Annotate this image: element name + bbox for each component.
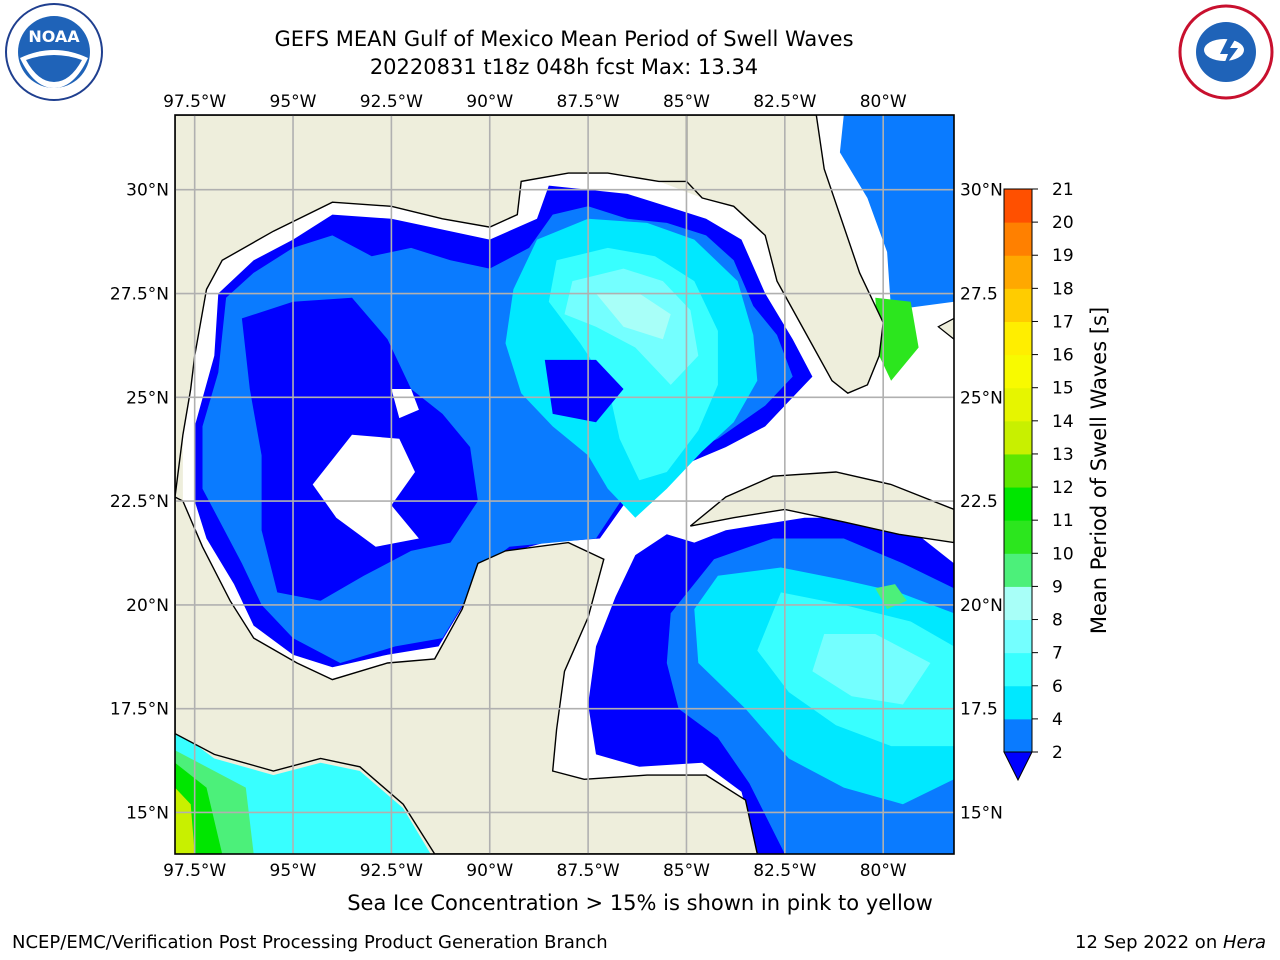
land-cuba xyxy=(689,471,954,544)
y-tick-right-0: 30°N xyxy=(960,181,1003,201)
colorbar-tick-label-9: 13 xyxy=(1052,445,1074,465)
colorbar-bin-0 xyxy=(1004,718,1032,753)
noaa-logo: NOAA xyxy=(5,3,103,101)
x-tick-top-0: 97.5°W xyxy=(163,92,226,112)
x-tick-bottom-5: 85°W xyxy=(663,861,710,881)
field-atlantic xyxy=(839,115,954,311)
colorbar-bin-8 xyxy=(1004,453,1032,488)
field-caribbean-7-8s xyxy=(812,634,931,705)
footer-credit: NCEP/EMC/Verification Post Processing Pr… xyxy=(12,932,608,953)
colorbar-tick-label-16: 20 xyxy=(1052,213,1074,233)
y-tick-left-3: 22.5°N xyxy=(110,492,169,512)
graticule xyxy=(174,114,955,855)
x-tick-bottom-2: 92.5°W xyxy=(360,861,423,881)
colorbar-tick-label-0: 2 xyxy=(1052,743,1063,763)
footer-date-text: 12 Sep 2022 on xyxy=(1075,932,1223,953)
x-tick-bottom-7: 80°W xyxy=(860,861,907,881)
field-plume-8-9s xyxy=(596,293,671,340)
colorbar-bin-10 xyxy=(1004,387,1032,422)
colorbar-bin-1 xyxy=(1004,685,1032,720)
colorbar-bin-13 xyxy=(1004,288,1032,322)
colorbar-bin-7 xyxy=(1004,487,1032,521)
field-plume-weak xyxy=(544,359,624,423)
axis-ticks: 97.5°W 97.5°W 95°W 95°W 92.5°W 92.5°W 90°W 90°W… xyxy=(110,92,1003,881)
colorbar-tick-label-12: 16 xyxy=(1052,346,1074,366)
x-tick-bottom-4: 87.5°W xyxy=(557,861,620,881)
y-tick-left-5: 17.5°N xyxy=(110,700,169,720)
land-united-states xyxy=(175,115,688,498)
colorbar-bin-14 xyxy=(1004,255,1032,289)
x-tick-bottom-1: 95°W xyxy=(270,861,317,881)
map-plot-area xyxy=(175,115,954,854)
colorbar-bin-15 xyxy=(1004,222,1032,256)
colorbar-tick-label-13: 17 xyxy=(1052,312,1074,332)
colorbar-bin-12 xyxy=(1004,321,1032,356)
colorbar-bin-16 xyxy=(1004,189,1032,223)
colorbar-tick-label-17: 21 xyxy=(1052,180,1074,200)
y-tick-left-2: 25°N xyxy=(126,388,169,408)
x-tick-top-5: 85°W xyxy=(663,92,710,112)
colorbar-bin-2 xyxy=(1004,652,1032,687)
colorbar-label: Mean Period of Swell Waves [s] xyxy=(1087,307,1111,634)
colorbar-bin-6 xyxy=(1004,520,1032,554)
y-tick-left-4: 20°N xyxy=(126,596,169,616)
nodata-patch xyxy=(391,389,419,419)
x-tick-bottom-3: 90°W xyxy=(466,861,513,881)
svg-text:NOAA: NOAA xyxy=(28,27,80,46)
chart-title: GEFS MEAN Gulf of Mexico Mean Period of … xyxy=(274,27,854,51)
x-tick-top-7: 80°W xyxy=(860,92,907,112)
y-tick-left-1: 27.5°N xyxy=(110,285,169,305)
colorbar-tick-label-5: 9 xyxy=(1052,577,1063,597)
colorbar: 2 4 6 7 8 9 10 11 12 13 14 15 16 17 18 19 20 21 Mean Perio… xyxy=(1003,180,1111,782)
sea-ice-caption: Sea Ice Concentration > 15% is shown in … xyxy=(347,891,933,915)
colorbar-tick-label-4: 8 xyxy=(1052,611,1063,631)
x-tick-bottom-6: 82.5°W xyxy=(753,861,816,881)
y-tick-right-2: 25°N xyxy=(960,388,1003,408)
field-bahamas-10-11s xyxy=(875,297,919,381)
footer-host: Hera xyxy=(1222,932,1266,953)
x-tick-top-2: 92.5°W xyxy=(360,92,423,112)
colorbar-tick-label-1: 4 xyxy=(1052,710,1063,730)
x-tick-bottom-0: 97.5°W xyxy=(163,861,226,881)
y-tick-right-4: 20°N xyxy=(960,596,1003,616)
colorbar-tick-label-6: 10 xyxy=(1052,544,1074,564)
y-tick-right-3: 22.5 xyxy=(960,492,998,512)
field-pacific-13s xyxy=(175,787,195,854)
land-bahamas xyxy=(937,317,954,340)
colorbar-bin-9 xyxy=(1004,420,1032,455)
colorbar-bin-4 xyxy=(1004,586,1032,621)
chart-subtitle: 20220831 t18z 048h fcst Max: 13.34 xyxy=(369,55,759,79)
footer-date: 12 Sep 2022 on Hera xyxy=(1075,932,1266,953)
colorbar-tick-label-7: 11 xyxy=(1052,511,1074,531)
colorbar-extend-arrow xyxy=(1003,751,1033,782)
colorbar-tick-label-14: 18 xyxy=(1052,279,1074,299)
nws-logo xyxy=(1178,4,1274,100)
colorbar-bin-5 xyxy=(1004,553,1032,587)
y-tick-left-0: 30°N xyxy=(126,181,169,201)
colorbar-tick-label-2: 6 xyxy=(1052,677,1063,697)
colorbar-bin-11 xyxy=(1004,354,1032,389)
map-frame xyxy=(174,114,955,855)
colorbar-frame xyxy=(1003,188,1033,753)
colorbar-tick-label-8: 12 xyxy=(1052,478,1074,498)
colorbar-bin-3 xyxy=(1004,619,1032,654)
y-tick-right-1: 27.5 xyxy=(960,285,998,305)
colorbar-tick-label-15: 19 xyxy=(1052,246,1074,266)
y-tick-left-6: 15°N xyxy=(126,803,169,823)
colorbar-tick-label-11: 15 xyxy=(1052,379,1074,399)
x-tick-top-4: 87.5°W xyxy=(557,92,620,112)
nodata-central-gulf xyxy=(312,434,419,547)
colorbar-tick-label-3: 7 xyxy=(1052,644,1063,664)
x-tick-top-6: 82.5°W xyxy=(753,92,816,112)
x-tick-top-1: 95°W xyxy=(270,92,317,112)
colorbar-tick-label-10: 14 xyxy=(1052,412,1074,432)
y-tick-right-6: 15°N xyxy=(960,803,1003,823)
land-mexico-central-america xyxy=(175,496,759,854)
x-tick-top-3: 90°W xyxy=(466,92,513,112)
y-tick-right-5: 17.5 xyxy=(960,700,998,720)
